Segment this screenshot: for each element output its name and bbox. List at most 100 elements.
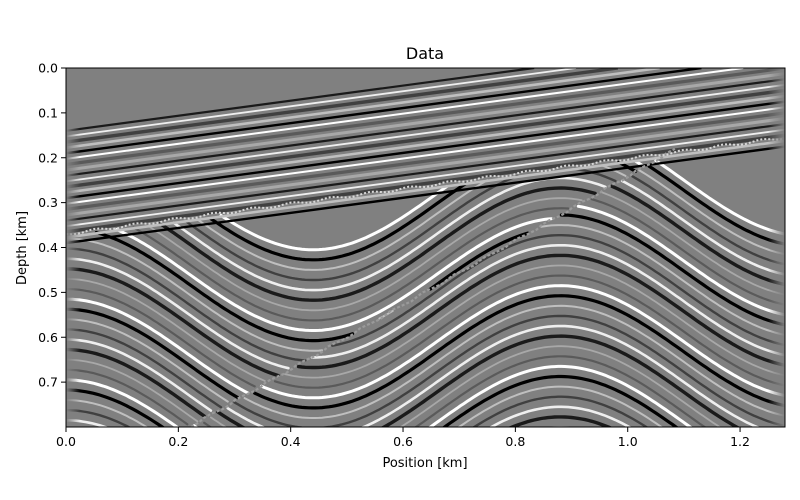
- lower-reflector: [226, 324, 761, 427]
- fault-trace: [190, 147, 676, 427]
- lower-reflector: [638, 169, 785, 255]
- lower-reflectors: [66, 159, 785, 427]
- lower-reflector: [66, 368, 189, 426]
- lower-reflector: [233, 314, 785, 427]
- upper-reflector: [66, 68, 785, 167]
- lower-reflector: [66, 307, 240, 400]
- upper-reflector: [66, 68, 660, 149]
- upper-reflector: [66, 145, 785, 245]
- lower-reflector: [66, 338, 213, 412]
- upper-reflector: [66, 94, 785, 194]
- x-tick-label: 0.2: [168, 434, 188, 449]
- upper-reflector: [66, 128, 785, 228]
- lower-reflector: [192, 364, 693, 427]
- y-tick-label: 0.5: [38, 285, 58, 300]
- upper-reflector: [66, 116, 785, 217]
- left-edge-fade: [66, 68, 80, 427]
- lower-reflector: [488, 405, 632, 427]
- y-tick-label: 0.6: [38, 330, 58, 345]
- y-axis-label: Depth [km]: [15, 211, 30, 285]
- lower-reflector: [273, 274, 785, 389]
- lower-reflector: [66, 257, 290, 370]
- y-axis: 0.0 0.1 0.2 0.3 0.4 0.5 0.6 0.7: [38, 61, 66, 390]
- lower-reflector: [66, 399, 149, 427]
- upper-reflector: [66, 139, 785, 239]
- upper-reflectors: [66, 68, 785, 245]
- x-axis: 0.0 0.2 0.4 0.6 0.8 1.0 1.2: [56, 427, 750, 449]
- lower-reflector: [620, 179, 785, 276]
- lower-reflector: [66, 297, 250, 395]
- lower-reflector: [546, 426, 575, 427]
- lower-reflector: [66, 278, 266, 382]
- upper-reflector: [66, 68, 702, 155]
- lower-reflector: [284, 264, 785, 379]
- lower-reflector: [441, 374, 679, 427]
- lower-reflector: [132, 207, 570, 322]
- heatmap-image: [66, 68, 785, 427]
- lower-reflector: [66, 287, 256, 388]
- y-tick-label: 0.3: [38, 195, 58, 210]
- x-tick-label: 0.6: [393, 434, 413, 449]
- lower-reflector: [94, 230, 530, 343]
- x-tick-label: 0.4: [281, 434, 301, 449]
- lower-reflector: [66, 347, 206, 418]
- lower-reflector: [610, 184, 785, 286]
- lower-reflector: [66, 328, 223, 409]
- lower-reflector: [631, 175, 785, 266]
- lower-reflector: [331, 234, 785, 347]
- lower-reflector: [590, 198, 785, 306]
- upper-reflector: [66, 123, 785, 222]
- lower-reflector: [186, 167, 617, 282]
- upper-reflector: [66, 83, 785, 183]
- x-tick-label: 0.8: [505, 434, 525, 449]
- right-edge-fade: [768, 68, 785, 427]
- upper-reflector: [66, 68, 577, 138]
- upper-reflector: [66, 88, 785, 189]
- lower-reflector: [66, 247, 307, 362]
- x-axis-label: Position [km]: [382, 456, 467, 471]
- lower-reflector: [210, 345, 722, 427]
- lower-reflector: [66, 318, 229, 403]
- upper-reflector: [66, 100, 785, 200]
- lower-reflector: [260, 284, 785, 400]
- x-tick-label: 1.2: [730, 434, 750, 449]
- lower-reflector: [647, 164, 785, 246]
- upper-reflector: [66, 111, 785, 211]
- lower-reflector: [203, 355, 707, 427]
- lower-reflector: [472, 395, 649, 427]
- x-tick-label: 0.0: [56, 434, 76, 449]
- x-tick-label: 1.0: [618, 434, 638, 449]
- lower-reflector: [149, 197, 583, 312]
- upper-reflector: [66, 106, 785, 205]
- lower-reflector: [601, 191, 785, 296]
- y-tick-label: 0.2: [38, 150, 58, 165]
- lower-reflector: [158, 186, 597, 302]
- y-tick-label: 0.7: [38, 375, 58, 390]
- lower-reflector: [457, 385, 664, 427]
- lower-reflector: [66, 388, 166, 427]
- lower-reflector: [310, 244, 785, 359]
- lower-reflector: [296, 253, 785, 370]
- lower-reflector: [576, 204, 785, 317]
- upper-reflector: [66, 68, 535, 132]
- lower-reflector: [66, 267, 280, 378]
- lower-reflector: [243, 304, 785, 419]
- upper-reflector: [66, 72, 785, 172]
- upper-reflector: [66, 133, 785, 234]
- lower-reflector: [559, 213, 785, 327]
- lower-reflector: [115, 217, 553, 332]
- lower-reflector: [253, 294, 785, 410]
- lower-reflector: [66, 378, 180, 427]
- lower-reflector: [216, 334, 741, 427]
- y-tick-label: 0.0: [38, 61, 58, 76]
- upper-reflector: [66, 78, 785, 177]
- lower-reflector: [66, 237, 324, 352]
- y-tick-label: 0.1: [38, 105, 58, 120]
- lower-reflector: [66, 358, 199, 423]
- chart-title: Data: [406, 44, 444, 63]
- y-tick-label: 0.4: [38, 240, 58, 255]
- upper-reflector: [66, 68, 619, 144]
- lower-reflector: [654, 159, 785, 236]
- upper-reflector: [66, 68, 744, 160]
